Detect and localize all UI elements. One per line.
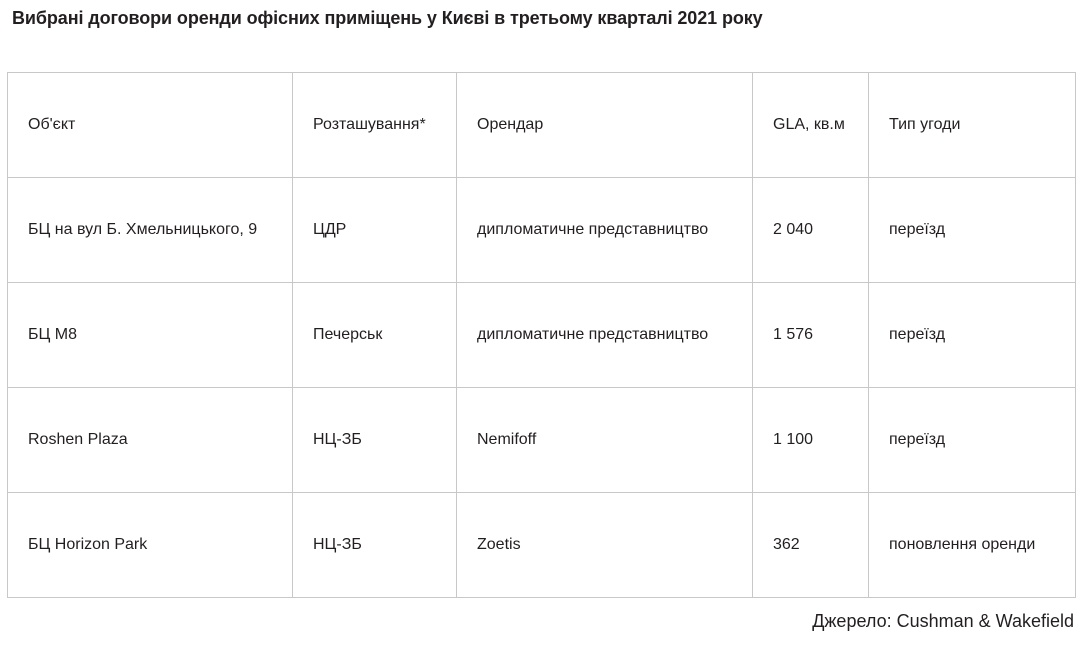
header-gla: GLA, кв.м (752, 72, 869, 178)
cell-object: БЦ Horizon Park (7, 492, 293, 598)
cell-location: НЦ-ЗБ (292, 387, 457, 493)
table-row: БЦ на вул Б. Хмельницького, 9 ЦДР диплом… (7, 177, 1076, 283)
cell-tenant: дипломатичне представництво (456, 177, 753, 283)
cell-location: Печерськ (292, 282, 457, 388)
cell-gla: 362 (752, 492, 869, 598)
table-row: БЦ М8 Печерськ дипломатичне представницт… (7, 282, 1076, 388)
table-row: Roshen Plaza НЦ-ЗБ Nemifoff 1 100 переїз… (7, 387, 1076, 493)
cell-deal-type: поновлення оренди (868, 492, 1076, 598)
table-header-row: Об'єкт Розташування* Орендар GLA, кв.м Т… (7, 72, 1076, 178)
cell-deal-type: переїзд (868, 282, 1076, 388)
cell-object: БЦ М8 (7, 282, 293, 388)
header-deal-type: Тип угоди (868, 72, 1076, 178)
cell-tenant: дипломатичне представництво (456, 282, 753, 388)
page-title: Вибрані договори оренди офісних приміщен… (12, 8, 763, 28)
cell-tenant: Zoetis (456, 492, 753, 598)
cell-gla: 1 576 (752, 282, 869, 388)
cell-location: ЦДР (292, 177, 457, 283)
cell-object: Roshen Plaza (7, 387, 293, 493)
lease-deals-table: Об'єкт Розташування* Орендар GLA, кв.м Т… (7, 72, 1076, 598)
cell-gla: 1 100 (752, 387, 869, 493)
cell-tenant: Nemifoff (456, 387, 753, 493)
cell-location: НЦ-ЗБ (292, 492, 457, 598)
header-object: Об'єкт (7, 72, 293, 178)
cell-object: БЦ на вул Б. Хмельницького, 9 (7, 177, 293, 283)
table-row: БЦ Horizon Park НЦ-ЗБ Zoetis 362 поновле… (7, 492, 1076, 598)
source-note: Джерело: Cushman & Wakefield (812, 611, 1074, 631)
header-location: Розташування* (292, 72, 457, 178)
cell-deal-type: переїзд (868, 387, 1076, 493)
cell-gla: 2 040 (752, 177, 869, 283)
cell-deal-type: переїзд (868, 177, 1076, 283)
header-tenant: Орендар (456, 72, 753, 178)
